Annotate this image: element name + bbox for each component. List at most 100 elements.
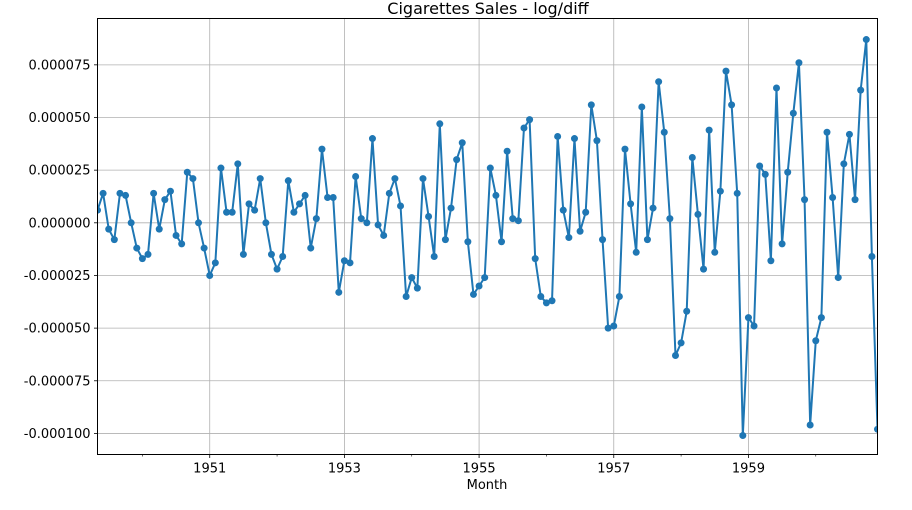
data-point [834,274,842,282]
data-point [526,116,534,124]
data-point [110,236,118,244]
y-tick-label: 0.000075 [28,58,90,73]
data-point [155,225,163,233]
y-tick-label: -0.000075 [24,374,91,389]
data-point [200,244,208,252]
data-point [857,86,865,94]
data-point [385,189,393,197]
data-point [99,189,107,197]
data-point [166,187,174,195]
data-point [874,425,878,433]
data-point [627,200,635,208]
data-point [329,194,337,202]
data-point [481,274,489,282]
data-point [700,265,708,273]
x-tick-label: 1951 [193,462,226,477]
data-point [514,217,522,225]
data-point [290,208,298,216]
data-point [576,227,584,235]
data-point [638,103,646,111]
data-point [335,288,343,296]
data-point [413,284,421,292]
data-point [492,191,500,199]
data-point [823,128,831,136]
data-point [419,175,427,183]
data-point [671,352,679,359]
data-point [509,215,517,223]
data-point [267,250,275,258]
data-point [840,160,848,168]
data-point [239,250,247,258]
data-point [845,130,853,138]
y-tick-label: 0.000050 [28,111,90,126]
data-point [279,253,287,261]
data-point [587,101,595,109]
data-point [464,238,472,246]
data-point [133,244,141,252]
data-point [885,369,892,376]
x-axis: 1951 1953 1955 1957 1959 [142,454,817,477]
series-layer [97,36,898,440]
data-point [453,156,461,164]
data-point [251,206,259,214]
data-point [256,175,264,183]
data-point [318,145,326,153]
data-point [391,175,399,183]
y-tick-label: 0.000025 [28,164,90,179]
plot-frame [97,18,878,455]
data-point [756,162,764,170]
grid-lines [97,18,878,455]
x-tick-label: 1959 [732,462,765,477]
data-point [408,274,416,282]
data-point [447,204,455,212]
data-point [851,196,859,204]
data-point [150,189,158,197]
data-point [127,219,135,227]
data-point [211,259,219,267]
data-point [273,265,281,273]
data-point [307,244,315,252]
data-point [683,307,691,315]
data-point [436,120,444,128]
data-point [144,250,152,258]
data-point [105,225,113,233]
data-point [228,208,236,216]
data-point [694,210,702,218]
data-point [324,194,332,202]
data-point [363,219,371,227]
data-point [789,109,797,117]
data-point [688,154,696,162]
y-tick-label: -0.000025 [24,269,91,284]
data-point [122,191,130,199]
data-point [161,196,169,204]
data-point [340,257,348,265]
data-point [97,206,101,214]
data-point [643,236,651,244]
data-point [772,84,780,92]
data-point [795,59,803,67]
data-point [234,160,242,168]
data-point [469,290,477,298]
data-point [368,135,376,143]
data-point [891,131,898,138]
data-point [357,215,365,223]
data-point [660,128,668,136]
data-point [761,170,769,178]
data-point [868,253,876,261]
data-point [711,248,719,256]
data-point [862,36,870,44]
data-point [195,219,203,227]
data-point [649,204,657,212]
data-point [223,208,231,216]
data-point [503,147,511,155]
data-point [425,212,433,220]
data-point [554,132,562,140]
data-point [116,189,124,197]
data-point [380,231,388,239]
data-point [716,187,724,195]
data-point [615,293,623,301]
data-point [537,293,545,301]
y-tick-label: -0.000050 [24,322,91,337]
data-point [217,164,225,172]
data-point [352,172,360,180]
